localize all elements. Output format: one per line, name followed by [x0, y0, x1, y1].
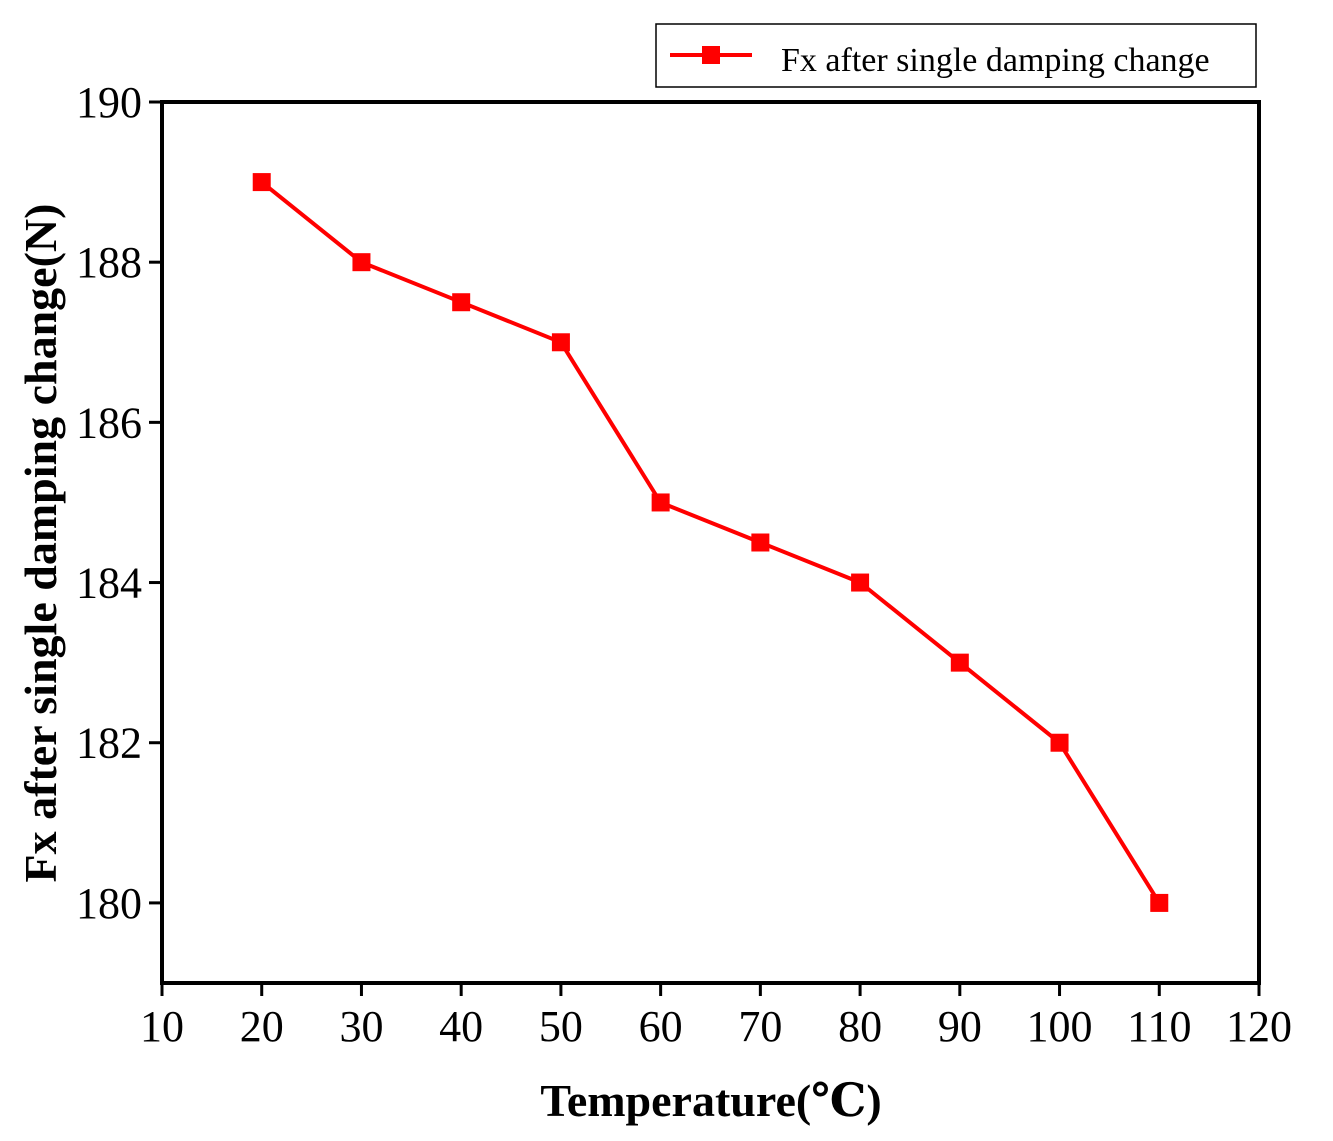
y-tick-label: 186 — [76, 398, 142, 447]
x-tick-label: 20 — [240, 1002, 284, 1051]
data-point — [551, 333, 570, 352]
data-point — [452, 293, 471, 312]
x-tick-label: 60 — [639, 1002, 683, 1051]
y-tick-label: 184 — [76, 559, 142, 608]
y-tick-label: 180 — [76, 879, 142, 928]
y-axis-title: Fx after single damping change(N) — [15, 204, 66, 883]
legend: Fx after single damping change — [655, 23, 1257, 88]
x-tick-label: 70 — [738, 1002, 782, 1051]
legend-label: Fx after single damping change — [781, 42, 1210, 79]
x-tick-label: 10 — [140, 1002, 184, 1051]
x-tick-label: 80 — [838, 1002, 882, 1051]
x-tick-label: 90 — [938, 1002, 982, 1051]
data-point — [252, 173, 271, 192]
legend-marker-swatch — [702, 46, 720, 64]
data-point — [651, 493, 670, 512]
legend-box — [655, 23, 1257, 88]
data-point — [950, 653, 969, 672]
x-tick-label: 100 — [1027, 1002, 1093, 1051]
data-point — [1150, 893, 1169, 912]
x-tick-label: 120 — [1226, 1002, 1292, 1051]
data-point — [851, 573, 870, 592]
data-point — [751, 533, 770, 552]
series-line — [260, 180, 1161, 904]
data-point — [352, 253, 371, 272]
x-tick-label: 40 — [439, 1002, 483, 1051]
x-tick-label: 30 — [339, 1002, 383, 1051]
y-tick-label: 190 — [76, 78, 142, 127]
plot-area: 10 20 30 40 50 60 70 80 90 100 110 120 180 182 184 186 1… — [76, 78, 1292, 1051]
x-axis-title: Temperature(℃) — [540, 1075, 881, 1126]
y-tick-label: 182 — [76, 719, 142, 768]
data-point — [1050, 733, 1069, 752]
x-tick-label: 50 — [539, 1002, 583, 1051]
plot-frame — [160, 100, 1261, 985]
x-tick-label: 110 — [1127, 1002, 1191, 1051]
y-tick-label: 188 — [76, 238, 142, 287]
